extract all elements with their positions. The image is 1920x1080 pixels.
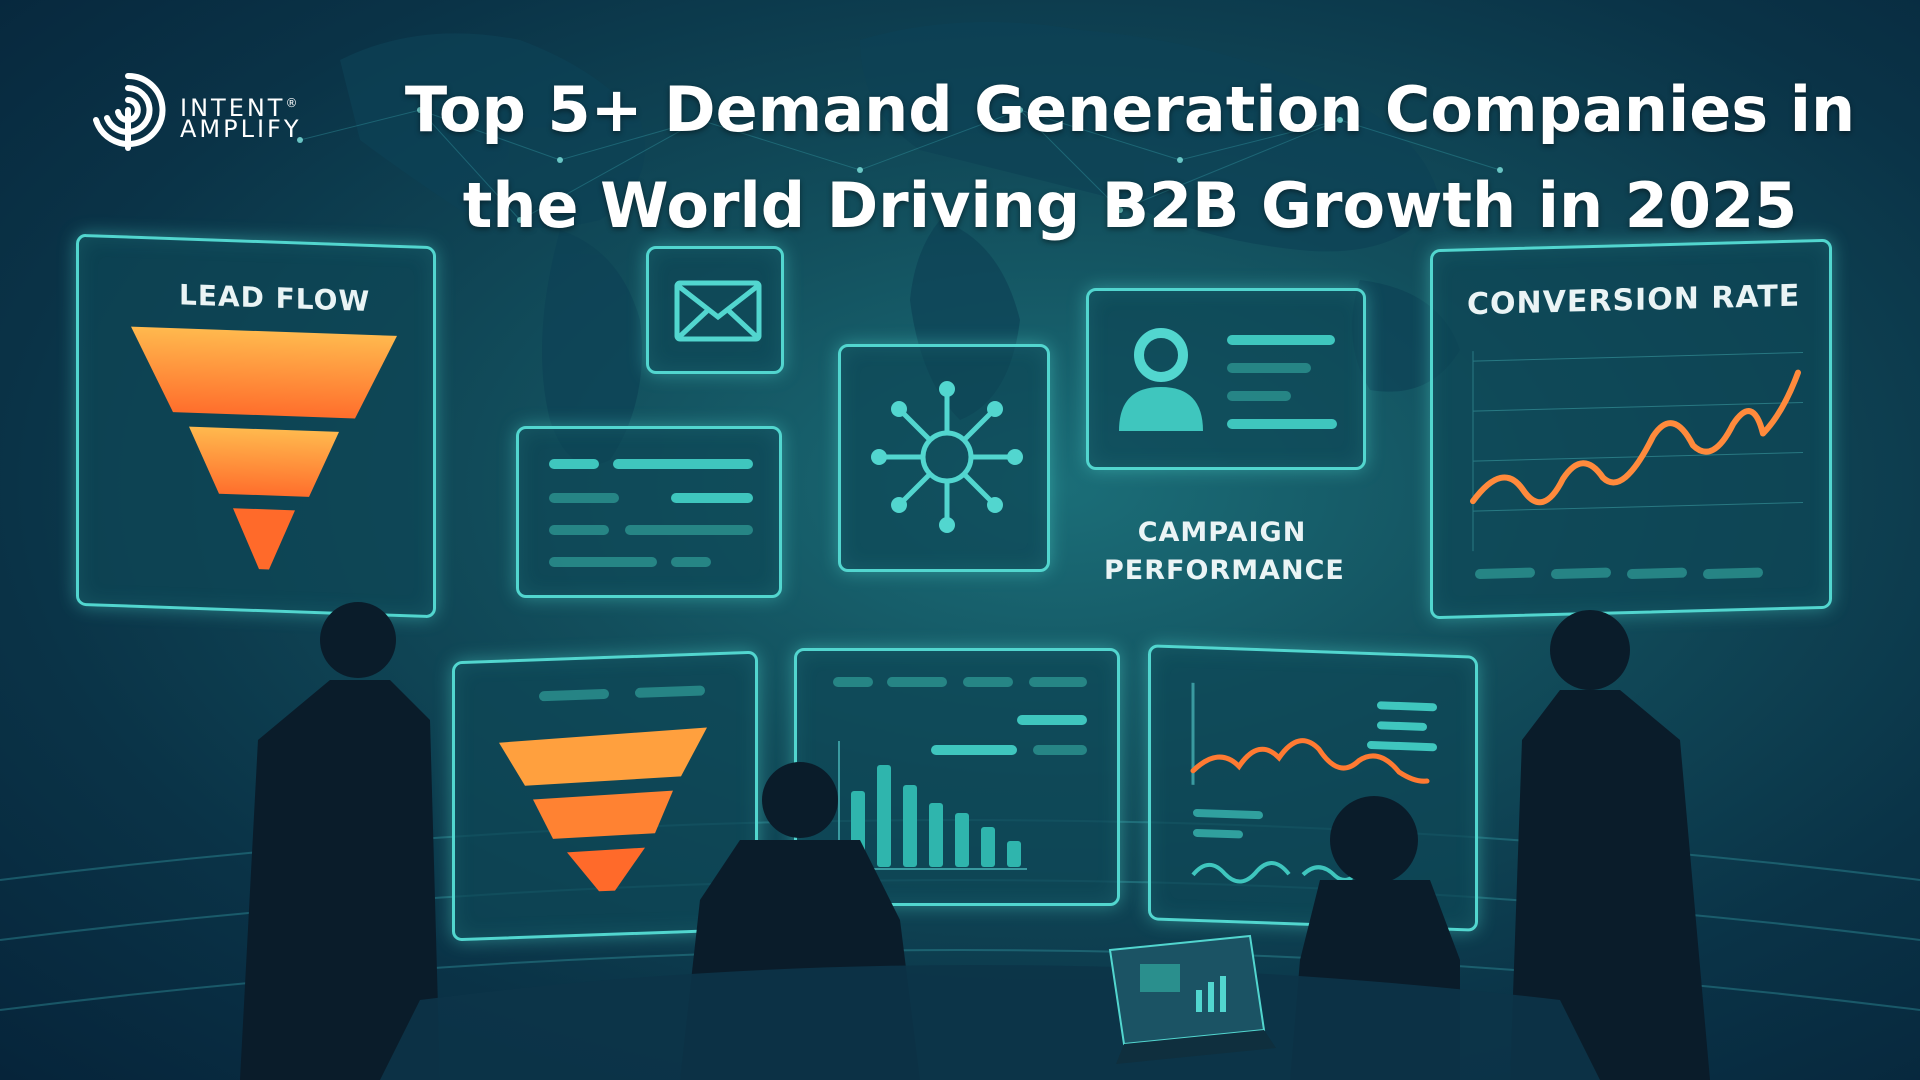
report-line: [671, 557, 711, 567]
logo-mark-icon: [93, 72, 166, 151]
report-line: [549, 525, 609, 535]
profile-tile: [1086, 288, 1366, 470]
line-chart-icon: [1470, 351, 1803, 552]
email-tile: [646, 246, 784, 374]
report-line: [549, 459, 599, 469]
report-line: [613, 459, 753, 469]
trend-monitor: [1148, 644, 1478, 932]
funnel-icon: [131, 326, 397, 570]
registered-mark: ®: [285, 96, 301, 110]
title-line-2: the World Driving B2B Growth in 2025: [462, 169, 1798, 242]
conversion-rate-panel: CONVERSION RATE: [1430, 238, 1832, 620]
user-profile-icon: [1119, 328, 1203, 431]
line-chart-icon: [1190, 682, 1437, 884]
campaign-performance-label: CAMPAIGN PERFORMANCE: [1104, 514, 1345, 590]
brand-name-line2: Amplify: [180, 115, 302, 143]
profile-line: [1227, 335, 1335, 345]
lead-flow-panel: LEAD FLOW: [76, 233, 436, 619]
network-tile: [838, 344, 1050, 572]
funnel-icon: [499, 727, 707, 892]
report-line: [671, 493, 753, 503]
report-tile: [516, 426, 782, 598]
monitor-line: [1033, 745, 1087, 755]
monitor-line: [963, 677, 1013, 687]
title-line-1: Top 5+ Demand Generation Companies in: [404, 73, 1856, 146]
brand-name-text-1: Intent: [180, 94, 286, 122]
monitor-line: [1017, 715, 1087, 725]
campaign-label-line2: PERFORMANCE: [1104, 555, 1345, 586]
page-title: Top 5+ Demand Generation Companies in th…: [400, 62, 1860, 254]
profile-line: [1227, 363, 1311, 373]
monitor-line: [887, 677, 947, 687]
person-head: [320, 602, 396, 678]
monitor-line: [931, 745, 1017, 755]
profile-line: [1227, 419, 1337, 429]
monitor-line: [833, 677, 873, 687]
brand-name-line1: Intent®: [180, 90, 300, 121]
funnel-monitor: [452, 650, 758, 942]
report-line: [549, 557, 657, 567]
campaign-label-line1: CAMPAIGN: [1137, 517, 1307, 548]
profile-line: [1227, 391, 1291, 401]
network-hub-icon: [871, 381, 1023, 533]
laptop-icon: [1108, 934, 1276, 1064]
report-line: [549, 493, 619, 503]
envelope-icon: [674, 280, 762, 342]
report-line: [625, 525, 753, 535]
monitor-line: [1029, 677, 1087, 687]
